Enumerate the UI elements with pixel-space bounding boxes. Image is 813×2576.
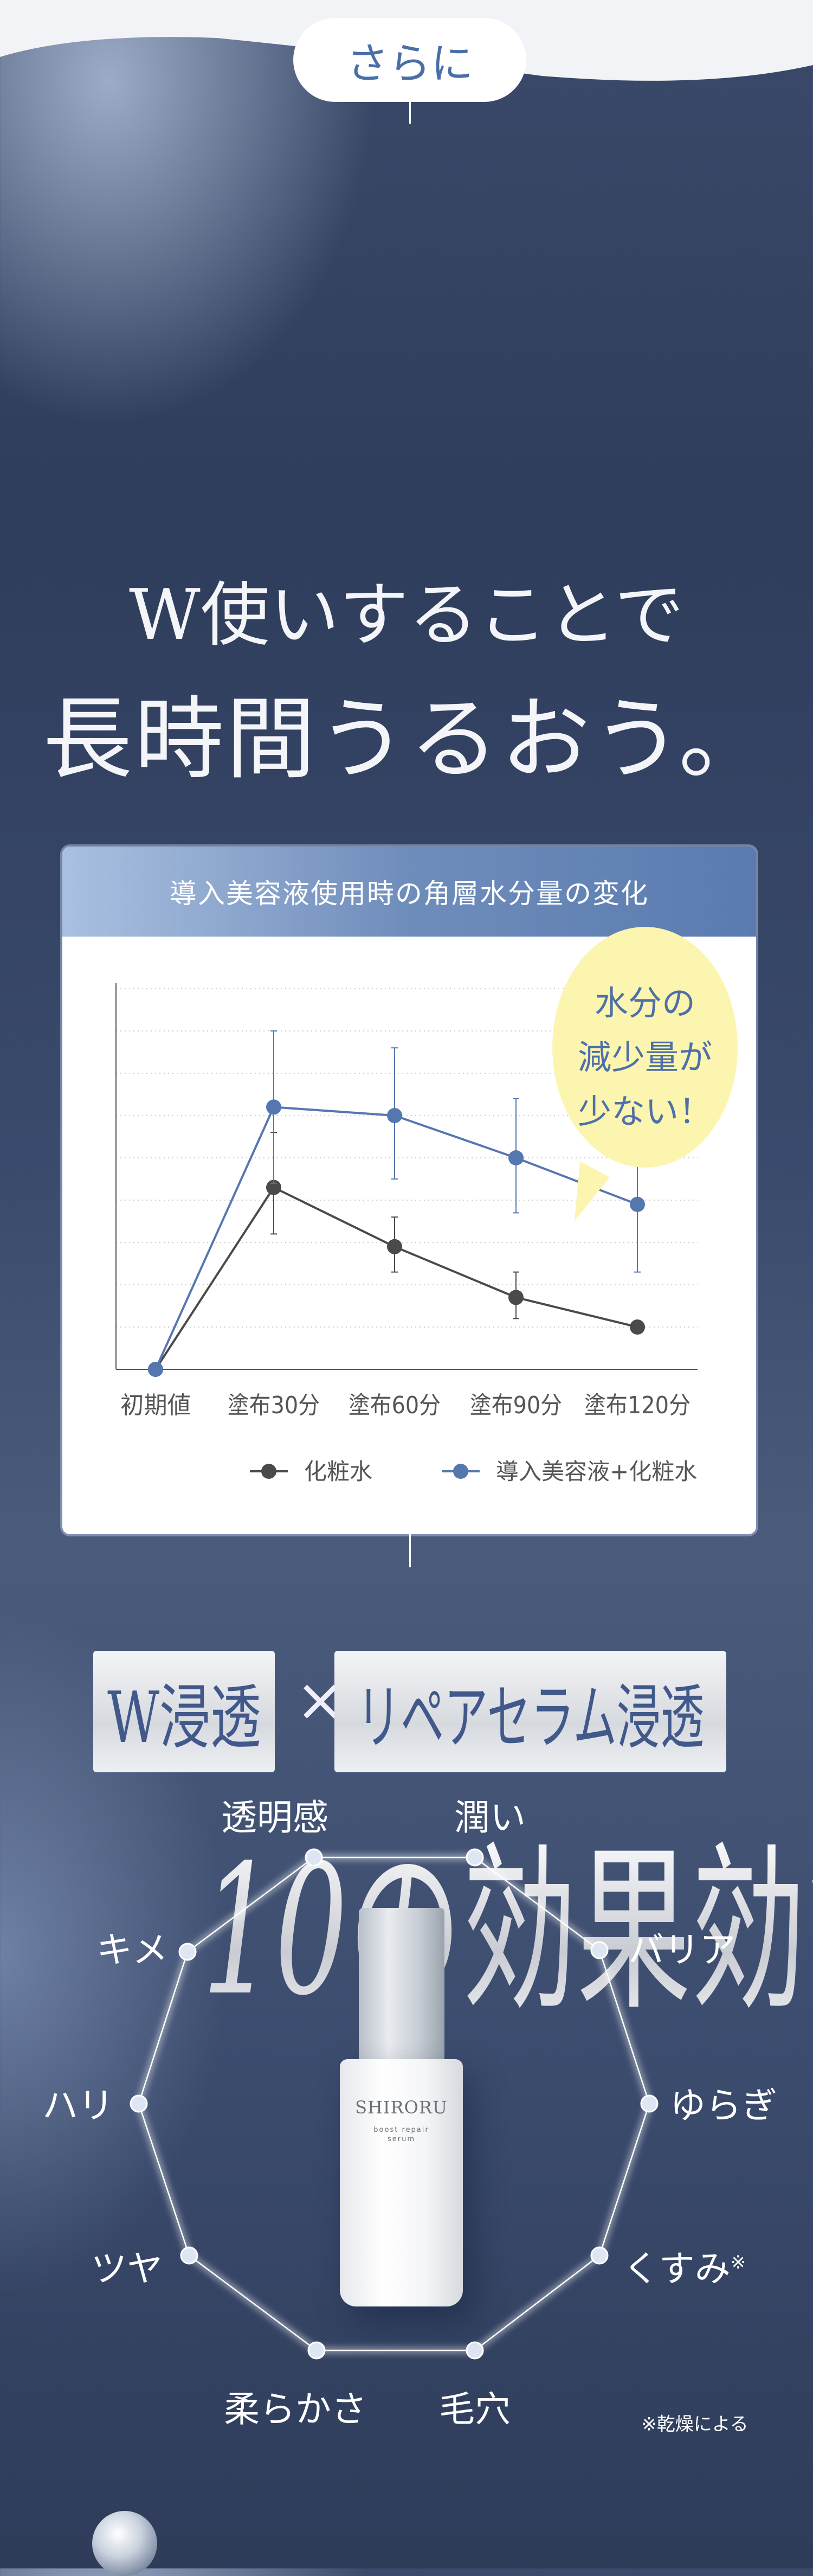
intro-pill: さらに bbox=[293, 18, 526, 102]
data-point bbox=[508, 1150, 524, 1165]
node-pearl bbox=[130, 2094, 148, 2113]
badge-w-penetration: W浸透 bbox=[93, 1651, 275, 1772]
x-tick-label: 塗布90分 bbox=[470, 1392, 562, 1419]
effect-label: くすみ※ bbox=[623, 2240, 746, 2292]
effect-label-text: バリア bbox=[628, 1929, 735, 1971]
data-point bbox=[266, 1099, 281, 1115]
effect-label-text: ツヤ bbox=[91, 2248, 163, 2290]
badge-repair-serum: リペアセラム浸透 bbox=[334, 1651, 726, 1772]
effect-label: ゆらぎ bbox=[670, 2077, 777, 2129]
effect-label-text: ゆらぎ bbox=[670, 2085, 777, 2126]
node-pearl bbox=[590, 2246, 609, 2265]
node-pearl bbox=[305, 1848, 323, 1867]
headline-line1: W使いすることで bbox=[129, 575, 684, 656]
data-point bbox=[508, 1290, 524, 1305]
data-point bbox=[630, 1196, 645, 1212]
effect-label-text: 毛穴 bbox=[439, 2388, 511, 2430]
node-pearl bbox=[640, 2094, 659, 2113]
headline-line2: 長時間うるおう。 bbox=[42, 687, 771, 791]
x-tick-label: 初期値 bbox=[120, 1392, 191, 1419]
product-name-line1: boost repair bbox=[373, 2126, 429, 2134]
effect-label: 透明感 bbox=[221, 1789, 328, 1841]
data-point bbox=[148, 1362, 163, 1377]
callout-tail bbox=[575, 1161, 610, 1221]
product-brand: SHIRORU bbox=[355, 2097, 448, 2118]
effect-label: キメ bbox=[96, 1921, 168, 1973]
effect-label: バリア bbox=[628, 1921, 735, 1973]
badge-repair-serum-text: リペアセラム浸透 bbox=[357, 1676, 704, 1759]
product-name-line2: serum bbox=[387, 2135, 416, 2143]
effect-label: ツヤ bbox=[91, 2240, 163, 2292]
badge-w-penetration-text: W浸透 bbox=[107, 1676, 261, 1759]
effect-label-text: 透明感 bbox=[221, 1797, 328, 1838]
connector-line bbox=[409, 1449, 411, 1567]
callout-text: 少ない！ bbox=[578, 1092, 712, 1131]
legend-label: 導入美容液+化粧水 bbox=[496, 1458, 697, 1485]
effect-label-text: 潤い bbox=[454, 1797, 526, 1838]
node-pearl bbox=[307, 2341, 326, 2360]
water-drop bbox=[92, 2511, 157, 2576]
effects-decagon bbox=[130, 1848, 659, 2360]
effect-label-text: 柔らかさ bbox=[224, 2388, 367, 2430]
effect-label-text: くすみ bbox=[623, 2248, 731, 2290]
footnote: ※乾燥による bbox=[641, 2413, 749, 2436]
effect-label-text: ハリ bbox=[42, 2085, 114, 2126]
effect-label-text: キメ bbox=[96, 1929, 168, 1971]
effect-footnote-mark: ※ bbox=[730, 2252, 746, 2273]
callout-text: 水分の bbox=[595, 983, 695, 1023]
product-bottle: SHIRORU boost repair serum bbox=[340, 2059, 463, 2306]
data-point bbox=[387, 1239, 402, 1254]
chart-title: 導入美容液使用時の角層水分量の変化 bbox=[62, 847, 756, 937]
data-point bbox=[266, 1180, 281, 1195]
connector-line bbox=[409, 102, 411, 124]
chart-card: 導入美容液使用時の角層水分量の変化 初期値 塗布30分 塗布60分 塗布90分 塗布12… bbox=[62, 847, 756, 1534]
legend-marker bbox=[261, 1464, 276, 1479]
effect-label: 潤い bbox=[454, 1789, 526, 1841]
x-tick-label: 塗布60分 bbox=[349, 1392, 441, 1419]
series-line bbox=[154, 1106, 638, 1370]
node-pearl bbox=[466, 1848, 484, 1867]
callout-ellipse bbox=[552, 927, 738, 1168]
x-tick-label: 塗布30分 bbox=[228, 1392, 320, 1419]
effect-label: ハリ bbox=[42, 2077, 114, 2129]
data-point bbox=[630, 1319, 645, 1335]
node-pearl bbox=[180, 2246, 198, 2265]
node-pearl bbox=[178, 1943, 197, 1961]
legend-label: 化粧水 bbox=[304, 1458, 372, 1485]
node-pearl bbox=[466, 2341, 484, 2360]
legend-marker bbox=[453, 1464, 468, 1479]
series-line bbox=[154, 1186, 638, 1370]
effect-label: 毛穴 bbox=[439, 2380, 511, 2432]
node-pearl bbox=[590, 1941, 609, 1959]
callout-text: 減少量が bbox=[578, 1037, 712, 1077]
x-tick-label: 塗布120分 bbox=[584, 1392, 691, 1419]
effect-label: 柔らかさ bbox=[224, 2380, 367, 2432]
data-point bbox=[387, 1108, 402, 1123]
bottle-cap bbox=[359, 1908, 444, 2059]
